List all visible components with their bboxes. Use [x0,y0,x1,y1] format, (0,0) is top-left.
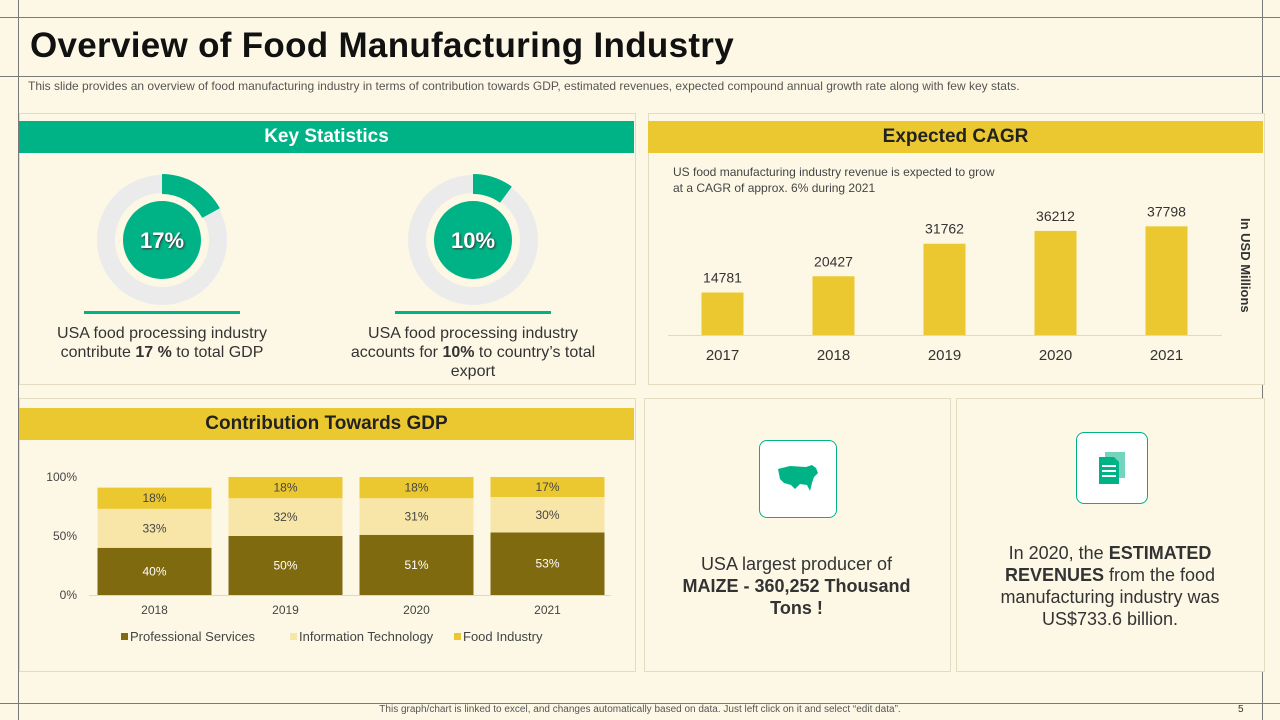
gdp-legend-label: Food Industry [463,629,543,644]
gdp-stacked-chart: 0% 50% 100% 40% 33% 18% 2018 50% 32% 18% 2019 51% 31… [46,470,611,644]
cagr-value-label: 36212 [1036,208,1075,224]
gdp-data-label: 30% [535,508,559,522]
gdp-ytick-label: 100% [46,470,77,484]
gdp-ytick-label: 0% [60,588,78,602]
stat-text-post: to country’s total export [450,344,596,380]
gdp-data-label: 18% [273,481,297,495]
stat-divider [84,311,240,314]
stat-export-text: USA food processing industry accounts fo… [343,324,603,381]
revenue-icon-box [1076,432,1148,504]
cagr-bar-chart: 14781 2017 20427 2018 31762 2019 36212 2020 3779… [668,203,1222,364]
maize-text-line1: USA largest producer of [700,554,893,574]
gdp-data-label: 33% [142,521,166,535]
cagr-value-label: 31762 [925,221,964,237]
gdp-data-label: 50% [273,559,297,573]
cagr-year-label: 2019 [928,347,961,364]
cagr-bar [812,276,855,335]
gdp-legend-swatch [121,633,128,640]
gdp-bar-segment [228,477,343,499]
revenue-text-pre: In 2020, the [1008,543,1109,563]
page-title: Overview of Food Manufacturing Industry [30,26,734,65]
maize-text: USA largest producer of MAIZE - 360,252 … [664,553,929,619]
gdp-bar-segment [97,487,212,509]
maize-text-bold: MAIZE - 360,252 Thousand Tons ! [682,576,911,618]
gdp-data-label: 32% [273,510,297,524]
cagr-year-label: 2017 [706,347,739,364]
gdp-bar-segment [490,477,605,498]
gdp-legend-swatch [290,633,297,640]
gdp-xtick-label: 2018 [141,603,168,617]
page-subtitle: This slide provides an overview of food … [28,79,1020,93]
cagr-bar [1034,230,1077,335]
cagr-value-label: 20427 [814,253,853,269]
gdp-bar-segment [97,508,212,548]
gdp-bar-segment [490,497,605,533]
stat-text-pre: USA food processing industry contribute [57,325,267,361]
gdp-heading: Contribution Towards GDP [19,408,634,440]
expected-cagr-heading: Expected CAGR [648,121,1263,153]
gdp-data-label: 51% [404,558,428,572]
cagr-note: US food manufacturing industry revenue i… [673,165,995,195]
document-icon [1099,452,1125,484]
gdp-legend-swatch [454,633,461,640]
gdp-bar-segment [97,547,212,595]
cagr-bar [701,292,744,335]
cagr-year-label: 2018 [817,347,850,364]
gdp-bar-segment [359,534,474,595]
revenue-text-bold: ESTIMATED REVENUES [1004,543,1212,585]
gdp-data-label: 18% [404,481,428,495]
cagr-year-label: 2021 [1150,347,1183,364]
cagr-bar [923,243,966,335]
revenue-text: In 2020, the ESTIMATED REVENUES from the… [990,542,1230,630]
page-number: 5 [1238,704,1244,715]
gdp-bar-segment [359,477,474,499]
gdp-bar-segment [228,498,343,536]
gdp-bar-segment [490,532,605,595]
frame-line-left [18,0,19,720]
frame-line-top [0,17,1280,18]
gdp-data-label: 17% [535,480,559,494]
gdp-xtick-label: 2020 [403,603,430,617]
stat-gdp-text: USA food processing industry contribute … [32,324,292,362]
gdp-data-label: 53% [535,557,559,571]
stat-text-post: to total GDP [171,344,264,361]
frame-line-bottom [0,703,1280,704]
cagr-bar [1145,226,1188,335]
gdp-xtick-label: 2019 [272,603,299,617]
donut-gdp [96,174,228,306]
donut-center [123,201,201,279]
gdp-bar-segment [228,536,343,595]
cagr-unit-label: In USD Millions [1238,218,1253,313]
gdp-data-label: 18% [142,491,166,505]
gdp-xtick-label: 2021 [534,603,561,617]
stat-text-bold: 17 % [135,344,172,361]
stat-text-bold: 10% [442,344,475,361]
gdp-legend-label: Information Technology [299,629,434,644]
maize-icon-box [759,440,837,518]
footer-note: This graph/chart is linked to excel, and… [379,704,901,715]
stat-text-pre: USA food processing industry accounts fo… [350,325,578,361]
key-statistics-heading: Key Statistics [19,121,634,153]
donut-gdp-label: 17% [139,228,185,253]
usa-map-icon [778,465,818,491]
donut-slice [473,174,512,203]
gdp-legend-label: Professional Services [130,629,255,644]
cagr-value-label: 37798 [1147,203,1186,219]
gdp-data-label: 40% [142,564,166,578]
donut-center [434,201,512,279]
gdp-ytick-label: 50% [53,529,77,543]
cagr-value-label: 14781 [703,270,742,286]
donut-export-label: 10% [450,228,496,253]
donut-export [407,174,539,306]
donut-slice [162,174,220,218]
stat-divider [395,311,551,314]
revenue-text-post: from the food manufacturing industry was… [1000,565,1220,629]
gdp-bar-segment [359,498,474,535]
cagr-year-label: 2020 [1039,347,1072,364]
gdp-data-label: 31% [404,510,428,524]
frame-line-title [0,76,1280,77]
